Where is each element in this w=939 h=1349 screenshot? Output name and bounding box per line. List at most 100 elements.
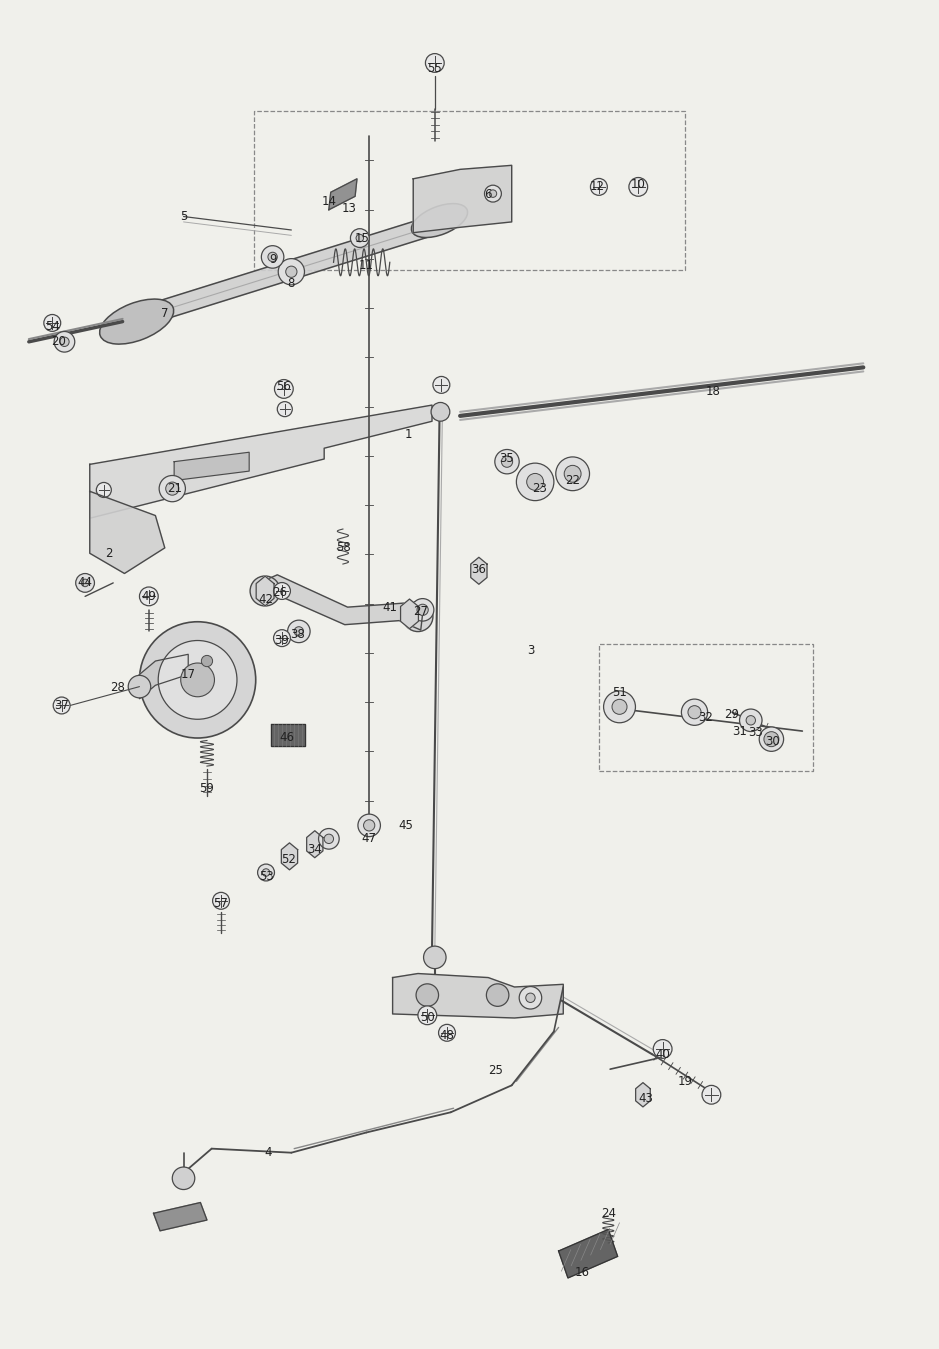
Circle shape [764, 731, 779, 746]
Text: 51: 51 [612, 685, 627, 699]
Circle shape [516, 463, 554, 500]
Circle shape [60, 337, 69, 347]
Circle shape [526, 993, 535, 1002]
Text: 26: 26 [272, 585, 287, 599]
Circle shape [654, 1040, 672, 1059]
Text: 52: 52 [281, 853, 296, 866]
Circle shape [682, 699, 708, 726]
Text: 47: 47 [362, 832, 377, 846]
Polygon shape [90, 491, 164, 573]
Text: 22: 22 [565, 473, 580, 487]
Circle shape [287, 621, 310, 642]
Text: 23: 23 [532, 482, 547, 495]
Text: 38: 38 [290, 627, 305, 641]
Text: 42: 42 [258, 592, 273, 606]
Circle shape [485, 185, 501, 202]
Text: 18: 18 [706, 384, 721, 398]
Polygon shape [140, 654, 188, 699]
Text: 37: 37 [54, 699, 69, 712]
Circle shape [273, 583, 290, 599]
Text: 49: 49 [142, 590, 156, 603]
Circle shape [172, 1167, 194, 1190]
Polygon shape [307, 831, 323, 858]
Polygon shape [153, 1202, 207, 1230]
Text: 28: 28 [111, 681, 125, 695]
Circle shape [416, 983, 439, 1006]
Text: 53: 53 [258, 870, 273, 884]
Circle shape [201, 656, 212, 666]
Polygon shape [282, 843, 298, 870]
Circle shape [411, 599, 434, 621]
Polygon shape [261, 575, 423, 630]
Polygon shape [401, 599, 419, 629]
Polygon shape [128, 210, 451, 331]
Text: 16: 16 [575, 1267, 590, 1279]
Circle shape [97, 483, 112, 498]
Text: 58: 58 [336, 541, 351, 554]
Text: 13: 13 [342, 202, 357, 214]
Circle shape [363, 820, 375, 831]
Text: 48: 48 [439, 1029, 454, 1041]
Circle shape [285, 266, 297, 278]
Text: 57: 57 [213, 897, 228, 911]
Text: 41: 41 [382, 600, 397, 614]
Circle shape [318, 828, 339, 849]
Circle shape [250, 576, 280, 606]
Circle shape [261, 246, 284, 268]
Text: 36: 36 [471, 563, 486, 576]
Text: 39: 39 [274, 634, 289, 648]
Text: 24: 24 [601, 1207, 616, 1219]
Circle shape [350, 229, 369, 247]
Circle shape [564, 465, 581, 482]
Circle shape [54, 697, 70, 714]
Text: 31: 31 [732, 724, 747, 738]
Text: 4: 4 [264, 1147, 271, 1159]
Text: 34: 34 [307, 843, 322, 857]
Circle shape [433, 376, 450, 394]
Text: 6: 6 [485, 189, 492, 201]
Circle shape [760, 727, 784, 751]
Ellipse shape [411, 204, 468, 237]
Circle shape [431, 402, 450, 421]
Text: 35: 35 [500, 452, 515, 465]
Circle shape [257, 865, 274, 881]
Circle shape [519, 986, 542, 1009]
Text: 5: 5 [180, 210, 187, 223]
Text: 9: 9 [269, 254, 276, 266]
Text: 44: 44 [78, 576, 93, 590]
Circle shape [425, 54, 444, 73]
Text: 32: 32 [699, 711, 714, 724]
Text: 12: 12 [590, 181, 605, 193]
Circle shape [489, 190, 497, 197]
Circle shape [439, 1024, 455, 1041]
Circle shape [356, 235, 363, 241]
Text: 19: 19 [678, 1075, 693, 1087]
Text: 27: 27 [413, 604, 428, 618]
Circle shape [159, 475, 185, 502]
Text: 15: 15 [354, 232, 369, 244]
Circle shape [501, 456, 513, 467]
Circle shape [212, 892, 229, 909]
Text: 46: 46 [279, 731, 294, 745]
Text: 55: 55 [427, 62, 442, 74]
Text: 21: 21 [166, 482, 181, 495]
Circle shape [766, 734, 777, 745]
Circle shape [556, 457, 590, 491]
Circle shape [180, 662, 214, 697]
Polygon shape [270, 724, 305, 746]
Circle shape [294, 627, 303, 637]
Circle shape [165, 482, 178, 495]
Polygon shape [393, 974, 563, 1018]
Circle shape [158, 641, 237, 719]
Circle shape [486, 983, 509, 1006]
Circle shape [688, 706, 701, 719]
Circle shape [417, 604, 428, 615]
Circle shape [747, 715, 756, 724]
Text: 54: 54 [45, 321, 60, 333]
Text: 33: 33 [748, 726, 762, 739]
Circle shape [54, 332, 75, 352]
Circle shape [129, 676, 151, 697]
Polygon shape [90, 405, 432, 518]
Text: 45: 45 [398, 819, 413, 832]
Text: 8: 8 [287, 278, 295, 290]
